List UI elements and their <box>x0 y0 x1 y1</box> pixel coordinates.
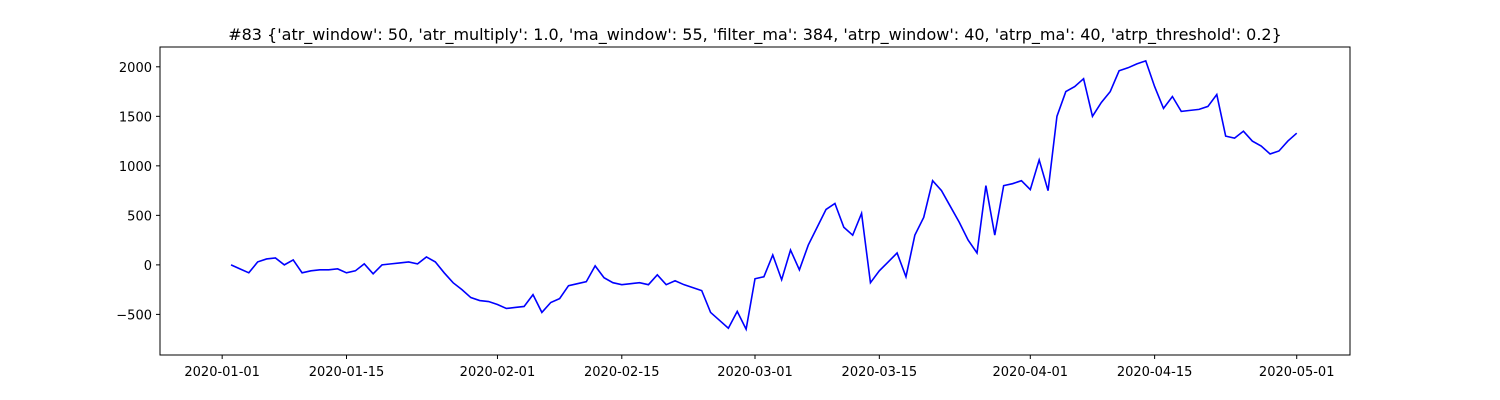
x-tick-label: 2020-03-15 <box>842 365 918 380</box>
y-tick-label: −500 <box>116 308 152 323</box>
chart-title: #83 {'atr_window': 50, 'atr_multiply': 1… <box>228 25 1282 45</box>
x-tick-label: 2020-03-01 <box>717 365 793 380</box>
x-tick-label: 2020-05-01 <box>1259 365 1335 380</box>
y-tick-label: 1500 <box>119 110 152 125</box>
plot-frame <box>159 46 1351 356</box>
x-tick-label: 2020-04-15 <box>1117 365 1193 380</box>
y-tick-label: 1000 <box>119 160 152 175</box>
x-tick-label: 2020-02-01 <box>460 365 536 380</box>
y-tick-label: 0 <box>144 259 152 274</box>
line-series <box>230 59 1298 332</box>
x-tick-label: 2020-04-01 <box>993 365 1069 380</box>
y-tick-label: 2000 <box>119 61 152 76</box>
x-tick-label: 2020-01-01 <box>184 365 260 380</box>
x-tick-label: 2020-01-15 <box>309 365 385 380</box>
y-tick-label: 500 <box>127 209 152 224</box>
x-tick-label: 2020-02-15 <box>584 365 660 380</box>
